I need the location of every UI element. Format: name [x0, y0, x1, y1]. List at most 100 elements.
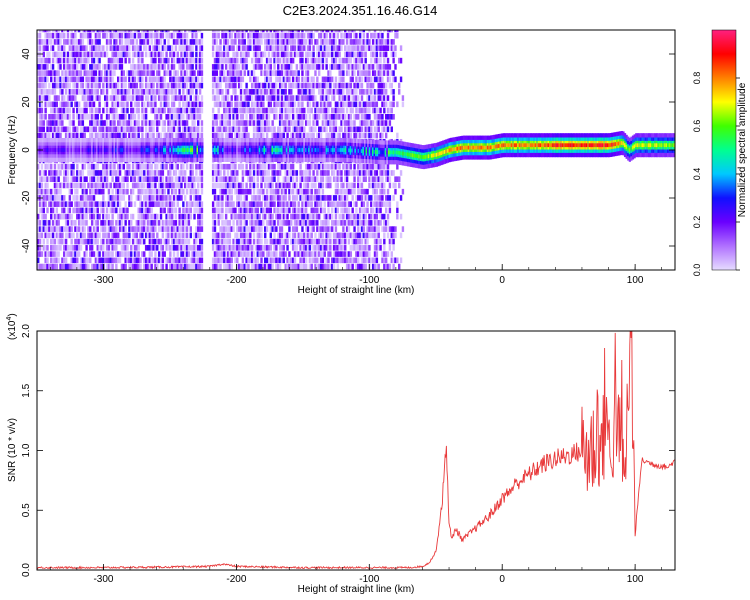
spectrogram-noise-cell: [316, 238, 319, 245]
spectrogram-noise-cell: [327, 238, 330, 245]
spectrogram-noise-cell: [336, 245, 339, 251]
spectrogram-noise-cell: [167, 82, 170, 89]
spectrogram-noise-cell: [103, 70, 107, 76]
spectrogram-noise-cell: [63, 226, 66, 232]
spectrogram-noise-cell: [267, 32, 271, 39]
spectrogram-noise-cell: [308, 220, 312, 226]
spectrogram-noise-cell: [228, 176, 232, 182]
spectrogram-noise-cell: [237, 213, 241, 220]
spectrogram-noise-cell: [306, 45, 310, 51]
spectrogram-noise-cell: [334, 82, 338, 89]
spectrogram-noise-cell: [63, 251, 66, 257]
spectrogram-noise-cell: [79, 245, 83, 251]
spectrogram-noise-cell: [273, 232, 276, 239]
spectrogram-noise-cell: [340, 120, 343, 126]
spectrogram-noise-cell: [241, 101, 245, 108]
spectrogram-noise-cell: [245, 89, 248, 95]
spectrogram-noise-cell: [172, 95, 176, 101]
spectrogram-noise-cell: [156, 70, 159, 76]
spectrogram-noise-cell: [167, 207, 170, 214]
spectrogram-noise-cell: [239, 101, 243, 108]
spectrogram-noise-cell: [115, 107, 118, 114]
spectrogram-noise-cell: [301, 170, 304, 176]
spectrogram-noise-cell: [44, 245, 47, 251]
spectrogram-noise-cell: [262, 132, 265, 139]
spectrogram-noise-cell: [115, 64, 118, 70]
spectrogram-noise-cell: [252, 226, 256, 232]
spectrogram-noise-cell: [111, 263, 114, 270]
spectrogram-noise-cell: [200, 188, 204, 195]
spectrogram-noise-cell: [264, 51, 267, 58]
spectrogram-noise-cell: [139, 32, 142, 39]
spectrogram-noise-cell: [172, 39, 176, 45]
spectrogram-noise-cell: [195, 39, 198, 45]
spectrogram-noise-cell: [68, 213, 72, 220]
spectrogram-noise-cell: [98, 188, 101, 195]
spectrogram-noise-cell: [117, 257, 120, 264]
spectrogram-noise-cell: [269, 232, 273, 239]
spectrogram-noise-cell: [118, 170, 122, 176]
spectrogram-noise-cell: [200, 176, 204, 182]
spectrogram-noise-cell: [180, 163, 183, 170]
spectrogram-noise-cell: [195, 195, 198, 201]
spectrogram-noise-cell: [288, 232, 291, 239]
spectrogram-noise-cell: [83, 251, 86, 257]
spectrogram-noise-cell: [50, 163, 53, 170]
spectrogram-noise-cell: [130, 176, 133, 182]
spectrogram-noise-cell: [258, 120, 261, 126]
spectrogram-noise-cell: [239, 107, 243, 114]
spectrogram-noise-cell: [50, 126, 53, 133]
spectrogram-noise-cell: [215, 76, 219, 83]
spectrogram-noise-cell: [217, 195, 220, 201]
spectrogram-noise-cell: [260, 95, 263, 101]
spectrogram-noise-cell: [189, 89, 192, 95]
spectrogram-noise-cell: [172, 76, 176, 83]
spectrogram-noise-cell: [252, 263, 256, 270]
spectrogram-noise-cell: [254, 201, 258, 207]
spectrogram-noise-cell: [215, 245, 219, 251]
spectrogram-noise-cell: [195, 82, 198, 89]
spectrogram-noise-cell: [308, 30, 312, 33]
spectrogram-noise-cell: [217, 114, 220, 120]
spectrogram-noise-cell: [170, 32, 174, 39]
spectrogram-noise-cell: [59, 195, 62, 201]
spectrogram-noise-cell: [197, 263, 200, 270]
spectrogram-noise-cell: [245, 251, 248, 257]
spectrogram-noise-cell: [159, 51, 163, 58]
spectrogram-noise-cell: [197, 163, 200, 170]
spectrogram-noise-cell: [105, 89, 109, 95]
spectrogram-noise-cell: [157, 251, 161, 257]
spectrogram-noise-cell: [111, 207, 114, 214]
spectrogram-noise-cell: [165, 182, 168, 189]
spectrogram-noise-cell: [187, 213, 191, 220]
spectrogram-noise-cell: [103, 176, 107, 182]
spectrogram-noise-cell: [195, 132, 198, 139]
spectrogram-noise-cell: [144, 126, 148, 133]
spectrogram-noise-cell: [40, 132, 44, 139]
spectrogram-noise-cell: [66, 213, 70, 220]
spectrogram-noise-cell: [297, 95, 300, 101]
spectrogram-noise-cell: [232, 39, 235, 45]
spectrogram-noise-cell: [329, 226, 332, 232]
spectrogram-noise-cell: [143, 70, 146, 76]
spectrogram-noise-cell: [304, 195, 308, 201]
spectrogram-noise-cell: [310, 220, 313, 226]
spectrogram-noise-cell: [48, 70, 51, 76]
spectrogram-noise-cell: [189, 95, 192, 101]
spectrogram-noise-cell: [156, 238, 159, 245]
spectrogram-noise-cell: [46, 132, 49, 139]
spectrogram-noise-cell: [85, 207, 88, 214]
spectrogram-noise-cell: [226, 82, 230, 89]
spectrogram-noise-cell: [40, 207, 44, 214]
spectrogram-noise-cell: [327, 232, 330, 239]
spectrogram-noise-cell: [117, 82, 120, 89]
spectrogram-noise-cell: [163, 188, 166, 195]
spectrogram-noise-cell: [111, 114, 114, 120]
spectrogram-noise-cell: [90, 45, 94, 51]
spectrogram-noise-cell: [109, 39, 112, 45]
spectrogram-noise-cell: [254, 195, 258, 201]
spectrogram-noise-cell: [340, 32, 343, 39]
spectrogram-noise-cell: [304, 232, 308, 239]
spectrogram-noise-cell: [68, 188, 72, 195]
spectrogram-noise-cell: [288, 188, 291, 195]
